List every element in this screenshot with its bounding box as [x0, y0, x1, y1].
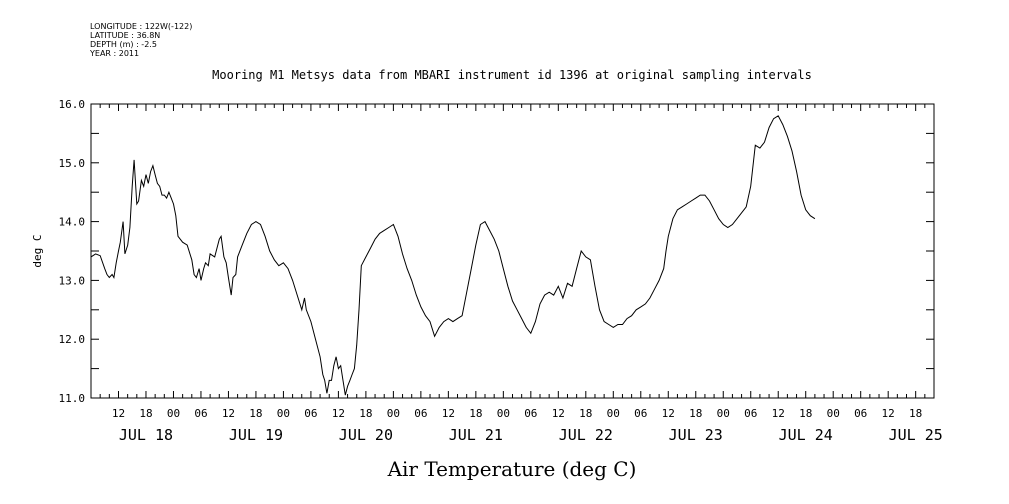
x-tick-label: 18	[689, 407, 702, 420]
day-labels: JUL 18 JUL 19 JUL 20 JUL 21 JUL 22 JUL 23 JUL …	[119, 426, 943, 444]
x-tick-label: 06	[194, 407, 207, 420]
x-tick-label: 00	[607, 407, 620, 420]
x-tick-label: 06	[744, 407, 757, 420]
x-axis-label: Air Temperature (deg C)	[387, 457, 637, 481]
x-tick-label: 00	[277, 407, 290, 420]
series-layer	[90, 115, 816, 396]
x-tick-label: 06	[854, 407, 867, 420]
x-tick-label: 18	[249, 407, 262, 420]
x-tick-label: 12	[552, 407, 565, 420]
day-label: JUL 20	[339, 426, 393, 444]
day-label: JUL 24	[779, 426, 833, 444]
y-axis-label: deg C	[31, 234, 44, 267]
y-tick-label: 15.0	[59, 157, 86, 170]
metadata-block: LONGITUDE : 122W(-122) LATITUDE : 36.8N …	[90, 22, 192, 58]
x-tick-label: 12	[112, 407, 125, 420]
x-tick-label: 00	[717, 407, 730, 420]
day-label: JUL 19	[229, 426, 283, 444]
x-tick-label: 00	[167, 407, 180, 420]
depth-label: DEPTH (m) : -2.5	[90, 40, 157, 49]
x-tick-label: 12	[222, 407, 235, 420]
plot-frame	[90, 103, 935, 399]
chart-title: Mooring M1 Metsys data from MBARI instru…	[212, 68, 812, 82]
x-tick-label: 12	[442, 407, 455, 420]
x-tick-label: 18	[469, 407, 482, 420]
longitude-label: LONGITUDE : 122W(-122)	[90, 22, 193, 31]
y-tick-label: 16.0	[59, 98, 86, 111]
x-tick-label: 00	[827, 407, 840, 420]
y-tick-labels: 11.0 12.0 13.0 14.0 15.0 16.0	[59, 98, 86, 405]
x-tick-label: 12	[882, 407, 895, 420]
axis-ticks	[90, 103, 935, 399]
x-tick-label: 18	[909, 407, 922, 420]
x-tick-label: 06	[414, 407, 427, 420]
x-tick-labels: 12 18 00 06 12 18 00 06 12 18 00 06 12 18 00 06 12 18 00 06…	[112, 407, 922, 420]
day-label: JUL 21	[449, 426, 503, 444]
day-label: JUL 22	[559, 426, 613, 444]
latitude-label: LATITUDE : 36.8N	[90, 31, 161, 40]
x-tick-label: 12	[772, 407, 785, 420]
x-tick-label: 06	[634, 407, 647, 420]
x-tick-label: 18	[139, 407, 152, 420]
x-tick-label: 06	[524, 407, 537, 420]
year-label: YEAR : 2011	[90, 49, 140, 58]
x-tick-label: 18	[579, 407, 592, 420]
y-tick-label: 12.0	[59, 333, 86, 346]
x-tick-label: 18	[359, 407, 372, 420]
day-label: JUL 18	[119, 426, 173, 444]
x-tick-label: 00	[387, 407, 400, 420]
series-line	[90, 115, 816, 396]
x-tick-label: 12	[332, 407, 345, 420]
x-tick-label: 18	[799, 407, 812, 420]
x-tick-label: 06	[304, 407, 317, 420]
day-label: JUL 25	[889, 426, 943, 444]
y-tick-label: 14.0	[59, 216, 86, 229]
x-tick-label: 12	[662, 407, 675, 420]
x-tick-label: 00	[497, 407, 510, 420]
y-tick-label: 13.0	[59, 274, 86, 287]
y-tick-label: 11.0	[59, 392, 86, 405]
day-label: JUL 23	[669, 426, 723, 444]
